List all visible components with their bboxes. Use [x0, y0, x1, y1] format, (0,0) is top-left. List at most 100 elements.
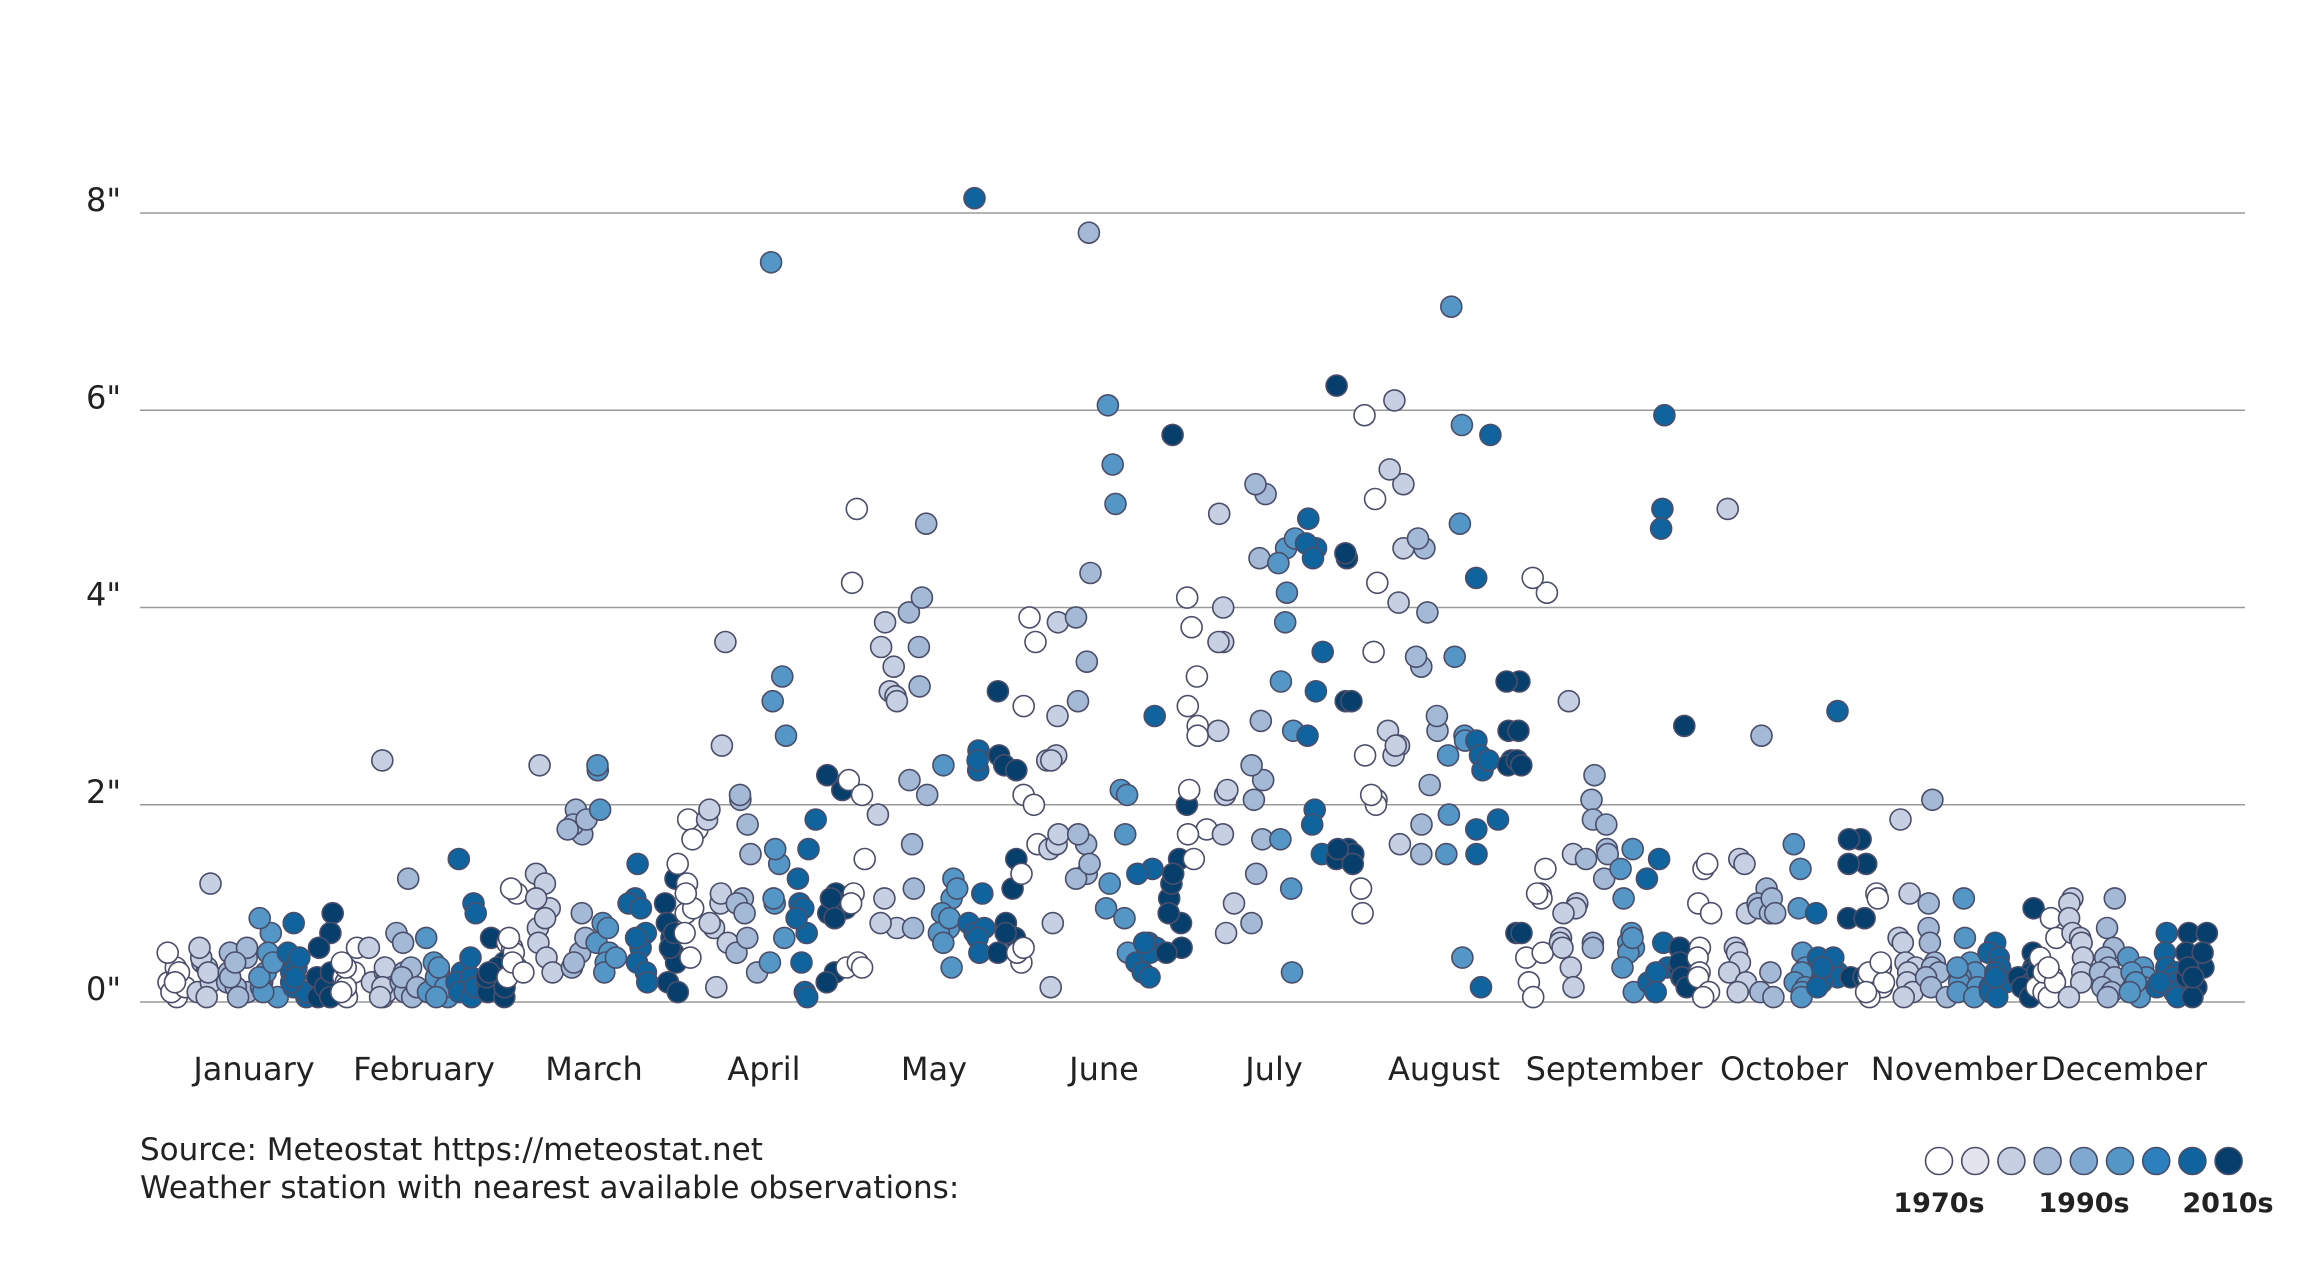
data-point-may-9 — [845, 497, 869, 521]
data-point-november-23 — [1918, 931, 1942, 955]
data-point-march-32 — [588, 798, 612, 822]
data-point-july-24 — [1244, 862, 1268, 886]
data-point-october-25 — [1759, 961, 1782, 984]
data-point-november-20 — [1921, 788, 1944, 812]
x-tick-label-may: May — [901, 1050, 967, 1088]
legend-swatch-1 — [1960, 1146, 1990, 1176]
data-point-october-31 — [1789, 857, 1812, 881]
data-point-march-9 — [497, 926, 521, 950]
data-point-july-27 — [1240, 753, 1263, 777]
data-point-november-13 — [1891, 931, 1915, 955]
data-point-august-37 — [1435, 842, 1458, 866]
data-point-august-28 — [1410, 842, 1433, 866]
data-point-may-36 — [945, 877, 969, 900]
data-point-november-1 — [1866, 887, 1890, 910]
data-point-july-32 — [1267, 551, 1290, 575]
data-point-july-6 — [1176, 822, 1200, 846]
data-point-june-23 — [1066, 689, 1090, 713]
data-point-may-39 — [932, 753, 955, 777]
data-point-october-19 — [1726, 980, 1749, 1004]
data-point-may-59 — [986, 941, 1010, 965]
data-point-september-39 — [1621, 926, 1644, 950]
x-tick-label-june: June — [1067, 1050, 1139, 1088]
data-point-may-10 — [869, 635, 893, 659]
data-point-june-20 — [1077, 221, 1101, 244]
data-point-may-14 — [873, 887, 896, 910]
data-point-may-27 — [898, 768, 921, 792]
data-point-july-58 — [1341, 852, 1365, 876]
data-point-june-56 — [1155, 941, 1178, 965]
data-point-october-9 — [1695, 852, 1719, 876]
data-point-january-40 — [282, 911, 306, 935]
data-point-april-14 — [704, 975, 728, 999]
data-point-june-22 — [1075, 650, 1099, 674]
data-point-september-23 — [1595, 813, 1618, 836]
data-point-march-19 — [541, 961, 564, 984]
data-point-july-39 — [1280, 961, 1304, 984]
data-point-september-27 — [1581, 936, 1605, 960]
data-point-november-50 — [2022, 896, 2045, 920]
x-tick-label-november: November — [1871, 1050, 2038, 1088]
data-point-june-6 — [1012, 936, 1035, 960]
data-point-march-28 — [556, 818, 580, 841]
data-point-july-42 — [1311, 640, 1334, 664]
x-axis-ticks: January February March April May June July Augu… — [191, 1050, 2207, 1088]
data-point-april-58 — [823, 906, 846, 930]
data-point-april-4 — [679, 946, 702, 969]
data-point-october-17 — [1717, 961, 1741, 984]
data-point-april-3 — [676, 808, 700, 831]
data-point-november-48 — [1985, 985, 2009, 1009]
data-point-july-16 — [1211, 822, 1235, 846]
data-point-june-29 — [1066, 822, 1090, 846]
data-point-april-37 — [758, 951, 782, 974]
data-point-june-19 — [1039, 975, 1062, 999]
data-point-june-32 — [1104, 492, 1127, 516]
data-point-may-0 — [837, 768, 861, 792]
data-point-december-39 — [2118, 980, 2142, 1004]
data-point-september-42 — [1649, 517, 1673, 540]
x-tick-label-september: September — [1526, 1050, 1704, 1088]
data-point-april-19 — [698, 911, 722, 935]
y-tick-label-8: 8" — [86, 181, 121, 219]
legend-label-2010s: 2010s — [2182, 1188, 2273, 1219]
data-point-october-29 — [1763, 901, 1787, 925]
data-point-july-33 — [1275, 581, 1299, 605]
data-point-november-8 — [1869, 951, 1892, 974]
data-point-august-11 — [1392, 472, 1415, 496]
data-point-january-51 — [319, 921, 342, 945]
data-point-september-32 — [1612, 887, 1635, 910]
data-point-march-57 — [666, 980, 690, 1004]
data-point-march-48 — [624, 926, 648, 950]
data-point-april-29 — [739, 842, 762, 866]
data-point-april-36 — [772, 926, 796, 950]
data-point-march-24 — [570, 901, 594, 925]
data-point-august-7 — [1359, 783, 1383, 807]
data-point-november-31 — [1953, 926, 1977, 950]
data-point-december-56 — [2195, 921, 2219, 945]
legend-swatch-8 — [2214, 1146, 2243, 1176]
y-tick-label-0: 0" — [86, 970, 121, 1008]
data-point-march-27 — [562, 951, 586, 974]
data-point-february-42 — [464, 901, 488, 925]
data-point-january-29 — [226, 985, 250, 1009]
data-point-june-15 — [1041, 911, 1065, 935]
data-point-april-59 — [815, 970, 839, 994]
data-point-july-0 — [1175, 586, 1199, 609]
data-point-july-19 — [1216, 778, 1239, 802]
data-point-august-47 — [1465, 842, 1488, 866]
data-point-june-18 — [1047, 822, 1070, 846]
data-point-august-57 — [1507, 719, 1530, 743]
data-point-september-8 — [1525, 882, 1549, 905]
data-point-july-34 — [1273, 610, 1297, 634]
data-point-august-24 — [1404, 645, 1428, 669]
data-point-august-35 — [1436, 744, 1460, 767]
data-point-september-31 — [1609, 857, 1632, 881]
data-point-september-19 — [1552, 901, 1575, 925]
data-point-february-48 — [459, 946, 482, 969]
data-point-april-45 — [790, 951, 813, 974]
data-point-october-8 — [1691, 985, 1715, 1009]
data-point-january-49 — [283, 965, 307, 989]
data-point-september-41 — [1651, 497, 1674, 521]
data-point-april-10 — [714, 630, 737, 654]
